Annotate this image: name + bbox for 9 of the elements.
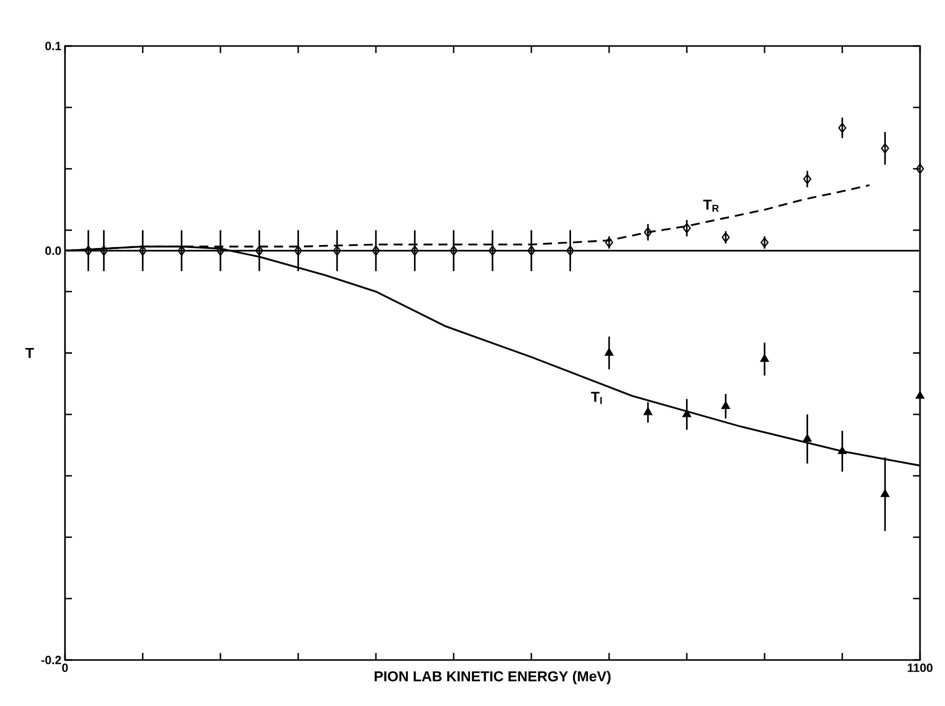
- y-tick-label: 0.1: [45, 42, 62, 50]
- annotation: T$_{R}$: [703, 200, 719, 212]
- x-tick-label: 0: [62, 664, 68, 672]
- x-tick-label: 1100: [908, 664, 932, 672]
- y-tick-label: 0.0: [45, 246, 61, 255]
- y-axis-title: T: [25, 348, 34, 358]
- annotation: T$_{I}$: [591, 392, 602, 404]
- y-tick-label: -0.2: [41, 656, 62, 664]
- x-axis-title: PION LAB KINETIC ENERGY (MeV): [374, 670, 611, 684]
